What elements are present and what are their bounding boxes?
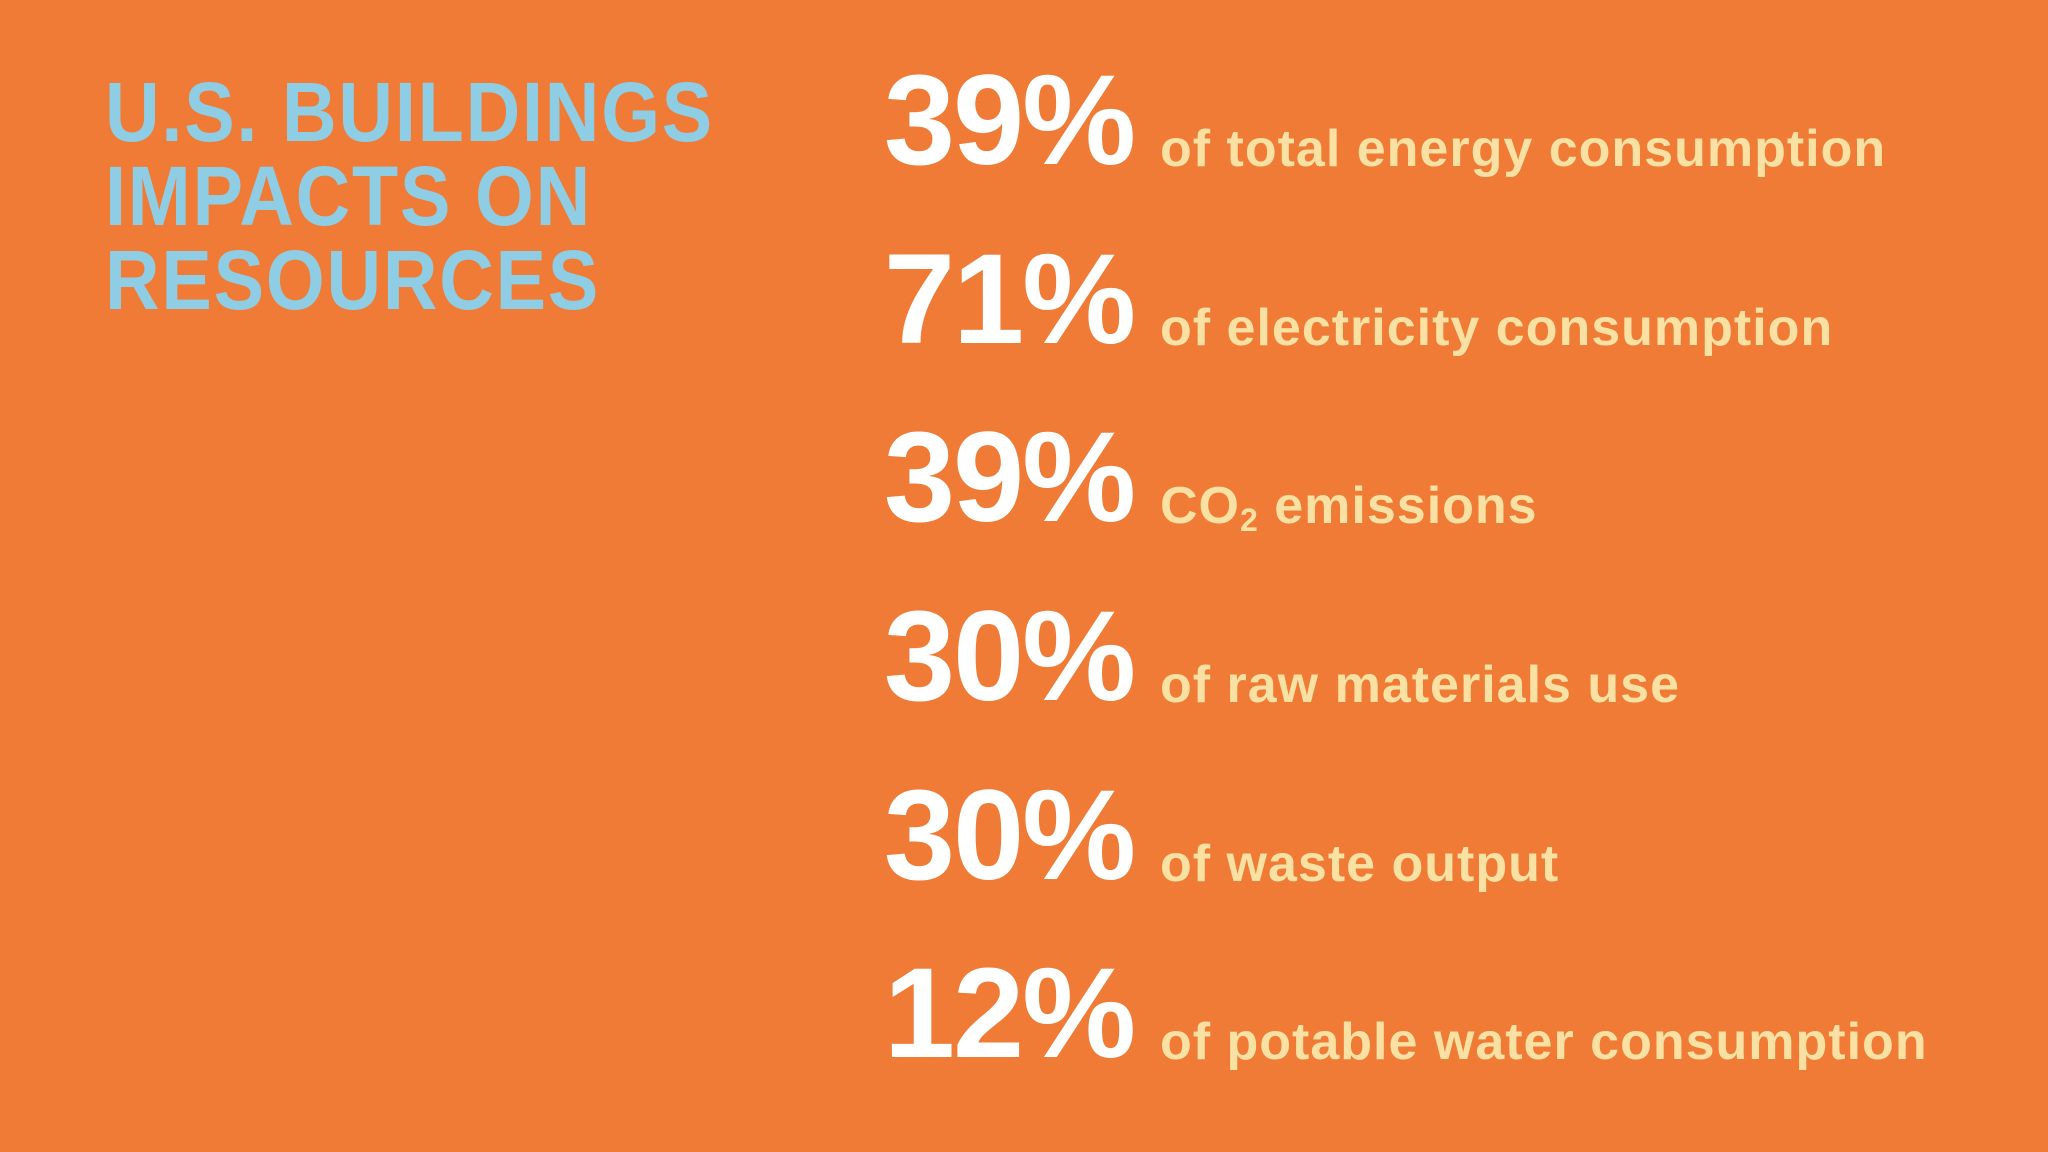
stat-row-waste: 30% of waste output	[860, 770, 2040, 900]
stat-row-co2: 39% CO2 emissions	[860, 412, 2040, 542]
stat-description: of potable water consumption	[1160, 1013, 1928, 1071]
stats-list: 39% of total energy consumption 71% of e…	[860, 0, 2040, 1152]
stat-description: of waste output	[1160, 835, 1560, 893]
stat-percent: 30%	[883, 585, 1136, 728]
stat-description: CO2 emissions	[1160, 477, 1538, 536]
emissions-label: emissions	[1258, 477, 1538, 535]
stat-row-energy: 39% of total energy consumption	[860, 55, 2040, 185]
stat-row-water: 12% of potable water consumption	[860, 948, 2040, 1078]
co2-subscript: 2	[1240, 502, 1259, 538]
stat-percent: 71%	[883, 228, 1136, 371]
page-title: U.S. BUILDINGS IMPACTS ON RESOURCES	[105, 70, 805, 322]
title-line-1: U.S. BUILDINGS	[105, 65, 715, 159]
stat-percent: 39%	[883, 406, 1136, 549]
stat-percent: 12%	[883, 942, 1136, 1085]
title-line-3: RESOURCES	[105, 233, 601, 327]
stat-description: of total energy consumption	[1160, 120, 1887, 178]
stat-percent: 30%	[883, 764, 1136, 907]
stat-description: of raw materials use	[1160, 656, 1680, 714]
stat-row-electricity: 71% of electricity consumption	[860, 234, 2040, 364]
co2-label: CO	[1160, 477, 1240, 535]
stat-percent: 39%	[883, 49, 1136, 192]
stat-description: of electricity consumption	[1160, 299, 1834, 357]
stat-row-raw-materials: 30% of raw materials use	[860, 591, 2040, 721]
title-line-2: IMPACTS ON	[105, 149, 592, 243]
